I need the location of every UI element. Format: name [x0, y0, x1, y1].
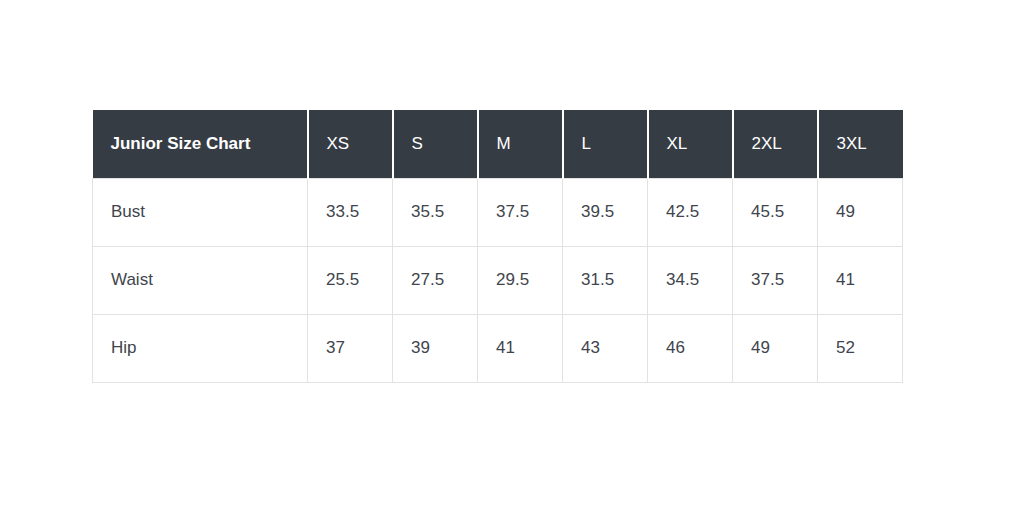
size-column-header: L: [563, 110, 648, 178]
size-chart-container: Junior Size ChartXSSMLXL2XL3XL Bust33.53…: [92, 110, 903, 383]
size-chart-table: Junior Size ChartXSSMLXL2XL3XL Bust33.53…: [92, 110, 903, 383]
measurement-value-cell: 27.5: [393, 246, 478, 314]
measurement-value-cell: 42.5: [648, 178, 733, 246]
measurement-value-cell: 41: [478, 314, 563, 382]
measurement-value-cell: 39.5: [563, 178, 648, 246]
size-column-header: 2XL: [733, 110, 818, 178]
measurement-value-cell: 33.5: [308, 178, 393, 246]
measurement-value-cell: 37.5: [478, 178, 563, 246]
size-column-header: 3XL: [818, 110, 903, 178]
measurement-value-cell: 31.5: [563, 246, 648, 314]
measurement-value-cell: 49: [733, 314, 818, 382]
measurement-value-cell: 45.5: [733, 178, 818, 246]
measurement-value-cell: 29.5: [478, 246, 563, 314]
measurement-value-cell: 39: [393, 314, 478, 382]
size-chart-body: Bust33.535.537.539.542.545.549Waist25.52…: [93, 178, 903, 382]
measurement-value-cell: 43: [563, 314, 648, 382]
size-chart-title-cell: Junior Size Chart: [93, 110, 308, 178]
size-column-header: S: [393, 110, 478, 178]
measurement-label-cell: Waist: [93, 246, 308, 314]
measurement-row: Bust33.535.537.539.542.545.549: [93, 178, 903, 246]
measurement-value-cell: 41: [818, 246, 903, 314]
measurement-row: Hip37394143464952: [93, 314, 903, 382]
measurement-value-cell: 35.5: [393, 178, 478, 246]
measurement-label-cell: Hip: [93, 314, 308, 382]
size-column-header: XL: [648, 110, 733, 178]
size-chart-header-row: Junior Size ChartXSSMLXL2XL3XL: [93, 110, 903, 178]
measurement-row: Waist25.527.529.531.534.537.541: [93, 246, 903, 314]
measurement-value-cell: 49: [818, 178, 903, 246]
size-column-header: M: [478, 110, 563, 178]
measurement-value-cell: 46: [648, 314, 733, 382]
measurement-value-cell: 37.5: [733, 246, 818, 314]
measurement-value-cell: 34.5: [648, 246, 733, 314]
measurement-value-cell: 25.5: [308, 246, 393, 314]
size-column-header: XS: [308, 110, 393, 178]
measurement-label-cell: Bust: [93, 178, 308, 246]
measurement-value-cell: 37: [308, 314, 393, 382]
measurement-value-cell: 52: [818, 314, 903, 382]
